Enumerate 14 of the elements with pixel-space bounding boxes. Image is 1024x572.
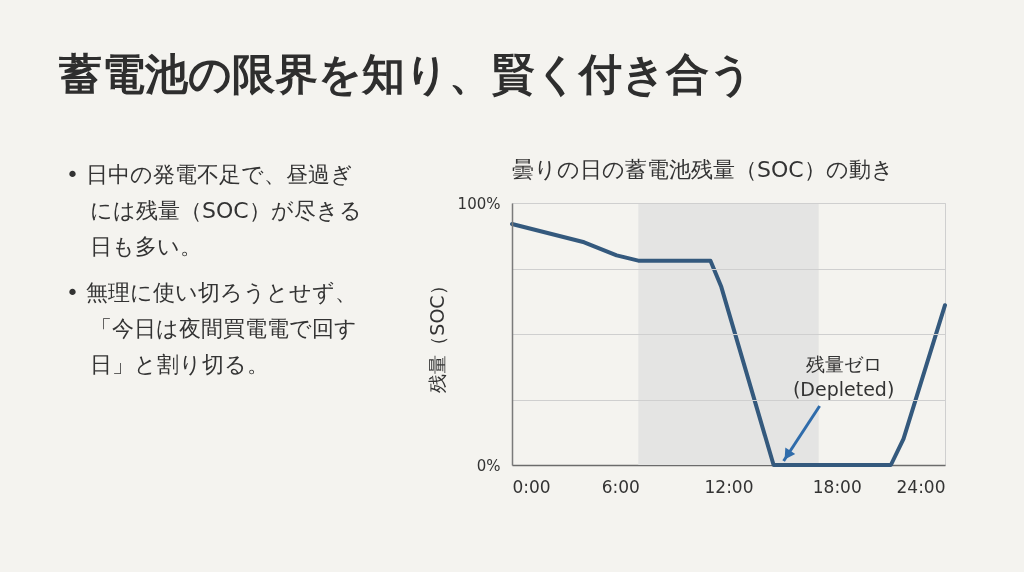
y-tick-label: 100%: [457, 194, 501, 213]
chart-subtitle: 曇りの日の蓄電池残量（SOC）の動き: [512, 157, 894, 182]
annotation: 残量ゼロ (Depleted): [792, 353, 895, 400]
text: • 無理に使い切ろうとせず、「今日は夜間買電電で回す日」と割り切る。: [66, 280, 357, 377]
text: • 日中の発電不足で、昼過ぎには残量（SOC）が尽きる日も多い。: [66, 162, 362, 259]
x-tick-label: 0:00: [512, 476, 551, 497]
y-tick-label: 0%: [476, 456, 501, 475]
x-tick-label: 18:00: [812, 476, 862, 497]
line-series: [510, 221, 947, 467]
x-tick-label: 6:00: [601, 476, 640, 497]
x-tick-label: 12:00: [704, 476, 754, 497]
chart-title: 蓄電池の限界を知り、賢く付き合う: [58, 49, 753, 99]
y-axis-title: 残量（SOC）: [425, 276, 448, 393]
x-tick-label: 24:00: [896, 476, 946, 497]
